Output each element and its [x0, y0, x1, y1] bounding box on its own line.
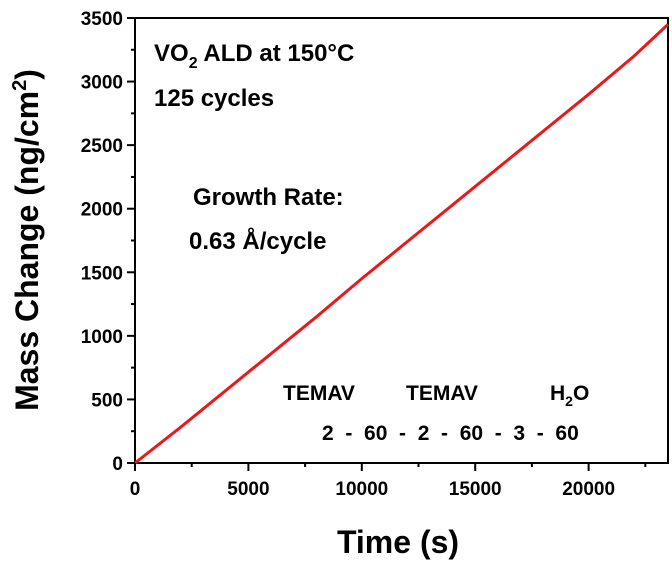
annotation-process-a: VO [154, 40, 189, 67]
series-group [134, 23, 670, 465]
annotation-pulse-water: H2O [550, 382, 589, 409]
y-ticks: 0 500 1000 1500 2000 2500 3000 3500 [81, 9, 135, 475]
annotation-pulse-water-b: O [573, 382, 589, 405]
x-tick-label: 10000 [335, 479, 388, 500]
x-tick-label: 15000 [449, 479, 502, 500]
y-tick-label: 1000 [81, 327, 123, 348]
y-axis-title-end: ) [9, 69, 45, 80]
y-axis-title-sup: 2 [9, 80, 31, 91]
annotation-pulse-sequence: 2 - 60 - 2 - 60 - 3 - 60 [322, 422, 579, 445]
y-tick-label: 0 [112, 454, 123, 475]
x-tick-label: 20000 [562, 479, 615, 500]
x-ticks: 0 5000 10000 15000 20000 [130, 463, 647, 500]
annotation-cycles: 125 cycles [154, 85, 274, 112]
annotation-process-b: ALD at 150°C [198, 40, 355, 67]
y-tick-label: 1500 [81, 263, 123, 284]
x-axis-title: Time (s) [337, 524, 459, 560]
y-tick-label: 2000 [81, 200, 123, 221]
annotation-pulse-water-sub: 2 [565, 393, 573, 409]
x-tick-label: 5000 [227, 479, 269, 500]
annotation-process: VO2 ALD at 150°C [154, 40, 354, 72]
y-tick-label: 2500 [81, 136, 123, 157]
series-line-1 [134, 23, 670, 465]
annotation-pulse-water-a: H [550, 382, 565, 405]
annotation-process-sub: 2 [189, 55, 198, 72]
y-axis-title: Mass Change (ng/cm2) [9, 69, 45, 411]
annotation-pulse-temav-2: TEMAV [406, 382, 478, 405]
annotation-growth-value: 0.63 Å/cycle [189, 227, 326, 255]
y-axis-title-main: Mass Change (ng/cm [9, 91, 45, 411]
y-tick-label: 3000 [81, 73, 123, 94]
annotation-pulse-temav-1: TEMAV [283, 382, 355, 405]
y-tick-label: 3500 [81, 9, 123, 30]
annotation-growth-label: Growth Rate: [193, 184, 344, 211]
y-tick-label: 500 [91, 390, 123, 411]
x-tick-label: 0 [130, 479, 141, 500]
